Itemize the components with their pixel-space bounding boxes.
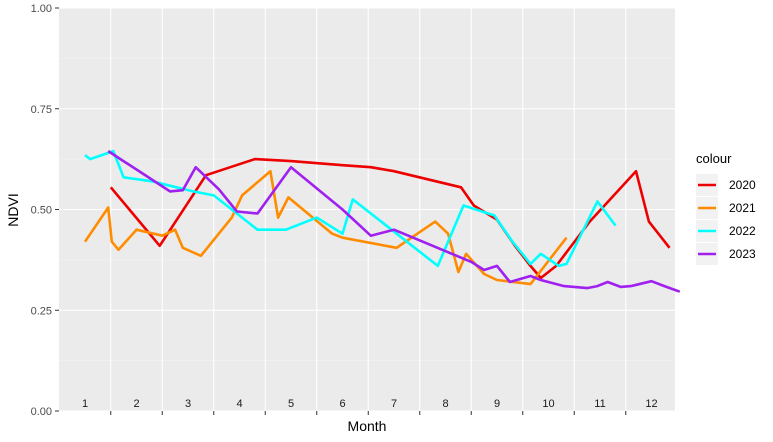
legend-label-2020: 2020: [729, 178, 756, 192]
month-label: 11: [594, 398, 605, 410]
month-labels: 1 2 3 4 5 6 7 8 9 10 11 12: [82, 398, 658, 410]
month-label: 7: [391, 398, 397, 410]
month-label: 2: [133, 398, 139, 410]
month-label: 8: [442, 398, 448, 410]
month-label: 6: [339, 398, 345, 410]
month-label: 12: [645, 398, 657, 410]
minor-gridlines: [59, 58, 675, 361]
legend-title: colour: [696, 151, 732, 166]
y-tick-label: 0.25: [31, 305, 52, 317]
series-line-2021: [83, 169, 568, 286]
month-label: 1: [82, 398, 88, 410]
y-axis-title: NDVI: [5, 193, 21, 226]
month-label: 5: [288, 398, 294, 410]
month-label: 4: [236, 398, 242, 410]
y-tick-label: 0.00: [31, 406, 52, 418]
y-tick-label: 0.50: [31, 205, 52, 217]
series-line-2020: [109, 157, 671, 280]
legend-label-2023: 2023: [729, 247, 756, 261]
month-label: 9: [494, 398, 500, 410]
legend: colour 2020 2021 2022 2023: [696, 151, 756, 265]
legend-label-2022: 2022: [729, 224, 756, 238]
month-label: 3: [185, 398, 191, 410]
major-gridlines: [59, 7, 675, 412]
x-axis: [110, 411, 627, 415]
legend-label-2021: 2021: [729, 201, 756, 215]
y-tick-label: 1.00: [31, 3, 52, 15]
series-line-2023: [107, 150, 681, 293]
y-tick-label: 0.75: [31, 104, 52, 116]
x-axis-title: Month: [348, 418, 387, 434]
month-label: 10: [542, 398, 554, 410]
series-lines: [83, 149, 681, 293]
series-line-2022: [84, 149, 617, 268]
y-axis: 0.00 0.25 0.50 0.75 1.00: [31, 3, 59, 418]
